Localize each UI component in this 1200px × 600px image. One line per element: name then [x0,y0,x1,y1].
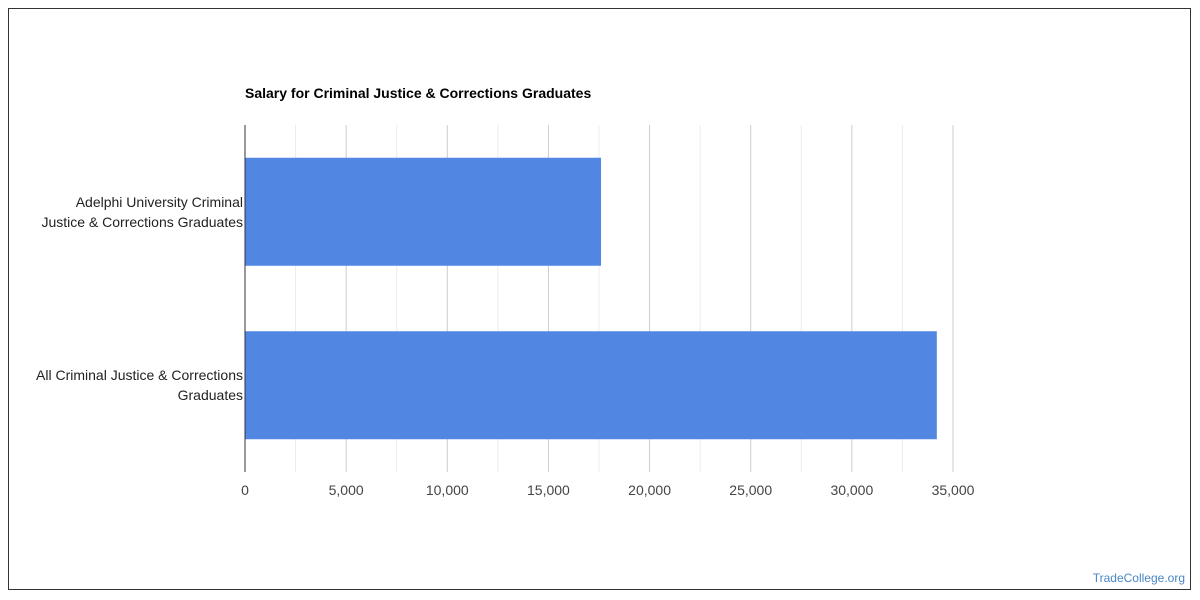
x-tick-label: 10,000 [426,482,469,498]
y-category-label: All Criminal Justice & Corrections Gradua… [3,365,243,405]
chart-title: Salary for Criminal Justice & Correction… [245,85,592,101]
x-tick-label: 35,000 [932,482,975,498]
y-category-label-line: Adelphi University Criminal [75,193,243,210]
x-tick-label: 5,000 [329,482,364,498]
x-tick-label: 30,000 [830,482,873,498]
x-tick-label: 15,000 [527,482,570,498]
x-tick-label: 25,000 [729,482,772,498]
y-category-label-line: All Criminal Justice & Corrections [36,367,243,384]
y-category-label: Adelphi University Criminal Justice & Cor… [3,192,243,232]
bar[interactable] [245,331,937,440]
bar[interactable] [245,157,602,266]
x-tick-label: 0 [241,482,249,498]
watermark-link[interactable]: TradeCollege.org [1092,571,1185,585]
y-category-label-line: Graduates [177,387,243,404]
y-category-label-line: Justice & Corrections Graduates [41,213,243,230]
x-tick-label: 20,000 [628,482,671,498]
